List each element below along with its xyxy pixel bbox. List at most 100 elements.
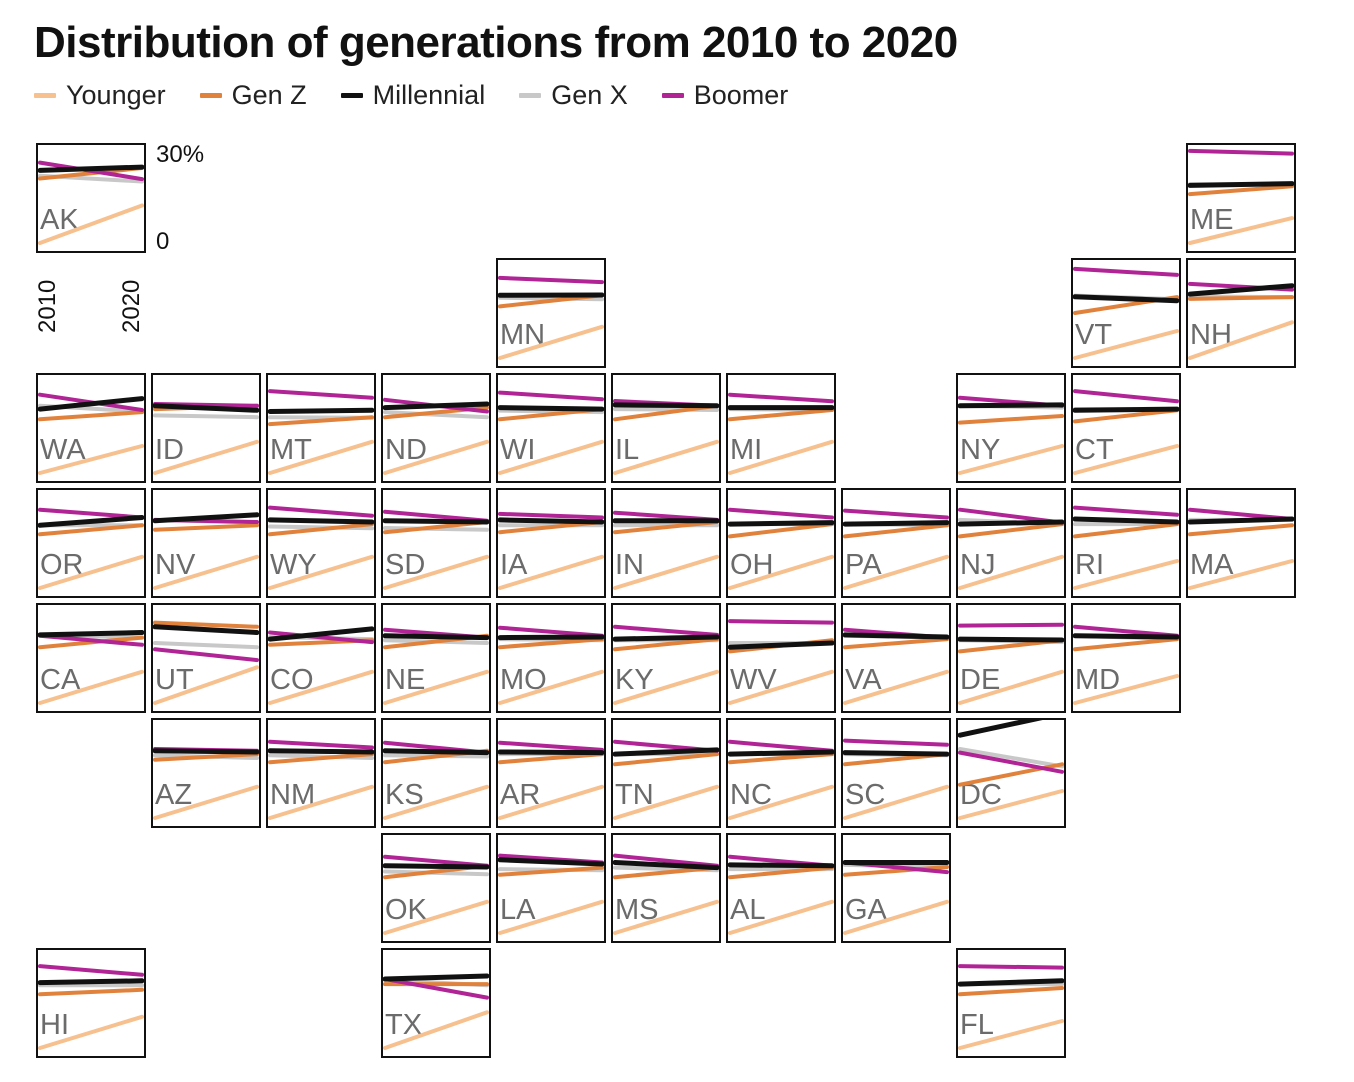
state-tile-va: VA bbox=[841, 603, 951, 713]
series-line-younger bbox=[613, 554, 719, 590]
state-tile-ny: NY bbox=[956, 373, 1066, 483]
series-line-millennial bbox=[382, 633, 490, 641]
tile-frame bbox=[1071, 603, 1181, 713]
series-line-boomer bbox=[728, 507, 834, 520]
series-line-genz bbox=[498, 637, 604, 650]
legend-label-genx: Gen X bbox=[551, 79, 628, 110]
state-tile-id: ID bbox=[151, 373, 261, 483]
state-tile-mo: MO bbox=[496, 603, 606, 713]
series-line-genz bbox=[38, 987, 144, 997]
tile-frame bbox=[266, 603, 376, 713]
state-label: MA bbox=[1190, 549, 1234, 581]
state-tile-dc: DC bbox=[956, 718, 1066, 828]
tile-frame bbox=[726, 718, 836, 828]
state-tile-nd: ND bbox=[381, 373, 491, 483]
x-tick-start: 2010 bbox=[34, 279, 61, 333]
tile-frame bbox=[611, 603, 721, 713]
tile-frame bbox=[36, 603, 146, 713]
series-line-younger bbox=[383, 1010, 489, 1050]
series-line-genx bbox=[958, 747, 1064, 769]
state-tile-il: IL bbox=[611, 373, 721, 483]
series-line-younger bbox=[958, 789, 1064, 820]
series-line-millennial bbox=[382, 748, 490, 756]
series-line-younger bbox=[958, 1019, 1064, 1050]
series-line-genz bbox=[1073, 522, 1179, 539]
tile-frame bbox=[496, 488, 606, 598]
series-line-millennial bbox=[612, 860, 720, 871]
state-label: WI bbox=[500, 434, 535, 466]
series-line-millennial bbox=[957, 636, 1065, 643]
series-line-younger bbox=[843, 899, 949, 935]
series-line-boomer bbox=[728, 392, 834, 404]
series-line-boomer bbox=[268, 630, 374, 645]
tile-frame bbox=[956, 488, 1066, 598]
state-tile-ak: AK bbox=[36, 143, 146, 253]
series-line-millennial bbox=[152, 624, 260, 635]
series-line-younger bbox=[498, 669, 604, 705]
series-line-millennial bbox=[267, 748, 375, 755]
series-line-millennial bbox=[727, 749, 835, 757]
series-line-younger bbox=[268, 439, 374, 475]
tile-frame bbox=[611, 373, 721, 483]
series-line-genz bbox=[268, 522, 374, 537]
series-line-younger bbox=[268, 784, 374, 820]
state-tile-ri: RI bbox=[1071, 488, 1181, 598]
tile-frame bbox=[841, 488, 951, 598]
series-line-younger bbox=[1073, 674, 1179, 705]
series-line-genz bbox=[728, 408, 834, 422]
state-label: ME bbox=[1190, 204, 1234, 236]
series-line-millennial bbox=[497, 634, 605, 641]
series-line-millennial bbox=[1187, 283, 1295, 297]
series-line-younger bbox=[958, 669, 1064, 705]
tile-frame bbox=[36, 488, 146, 598]
tile-frame bbox=[611, 488, 721, 598]
series-line-millennial bbox=[497, 749, 605, 756]
series-line-boomer bbox=[38, 633, 144, 647]
state-label: HI bbox=[40, 1009, 69, 1041]
state-tile-ma: MA bbox=[1186, 488, 1296, 598]
tile-frame bbox=[381, 833, 491, 943]
series-line-boomer bbox=[1188, 148, 1294, 156]
series-line-boomer bbox=[1073, 389, 1179, 404]
series-line-genz bbox=[153, 752, 259, 762]
series-line-boomer bbox=[268, 739, 374, 750]
series-line-genx bbox=[383, 410, 489, 420]
tile-frame bbox=[841, 833, 951, 943]
series-line-boomer bbox=[268, 389, 374, 400]
legend-swatch-younger bbox=[34, 92, 56, 98]
series-line-genz bbox=[1188, 523, 1294, 537]
series-line-genz bbox=[153, 620, 259, 629]
series-line-genz bbox=[728, 522, 834, 539]
state-tile-la: LA bbox=[496, 833, 606, 943]
tile-frame bbox=[266, 718, 376, 828]
series-line-younger bbox=[498, 324, 604, 360]
state-label: CT bbox=[1075, 434, 1114, 466]
series-line-younger bbox=[38, 1014, 144, 1050]
tile-frame bbox=[1071, 258, 1181, 368]
tile-frame bbox=[1186, 258, 1296, 368]
series-line-genz bbox=[958, 986, 1064, 997]
series-line-millennial bbox=[1072, 516, 1180, 525]
series-line-younger bbox=[383, 899, 489, 935]
state-tile-sd: SD bbox=[381, 488, 491, 598]
tile-frame bbox=[611, 718, 721, 828]
state-tile-md: MD bbox=[1071, 603, 1181, 713]
state-tile-nc: NC bbox=[726, 718, 836, 828]
state-tile-nh: NH bbox=[1186, 258, 1296, 368]
state-tile-co: CO bbox=[266, 603, 376, 713]
series-line-younger bbox=[38, 669, 144, 705]
series-line-genz bbox=[958, 522, 1064, 539]
state-tile-nv: NV bbox=[151, 488, 261, 598]
series-line-younger bbox=[728, 439, 834, 475]
state-tile-tx: TX bbox=[381, 948, 491, 1058]
legend-swatch-genz bbox=[199, 92, 222, 98]
series-line-boomer bbox=[728, 619, 834, 625]
state-tile-or: OR bbox=[36, 488, 146, 598]
series-line-younger bbox=[613, 669, 719, 705]
series-line-millennial bbox=[1187, 516, 1295, 525]
legend-swatch-genx bbox=[519, 92, 542, 98]
state-label: FL bbox=[960, 1009, 994, 1041]
series-line-genz bbox=[1073, 637, 1179, 652]
series-line-younger bbox=[38, 203, 144, 245]
